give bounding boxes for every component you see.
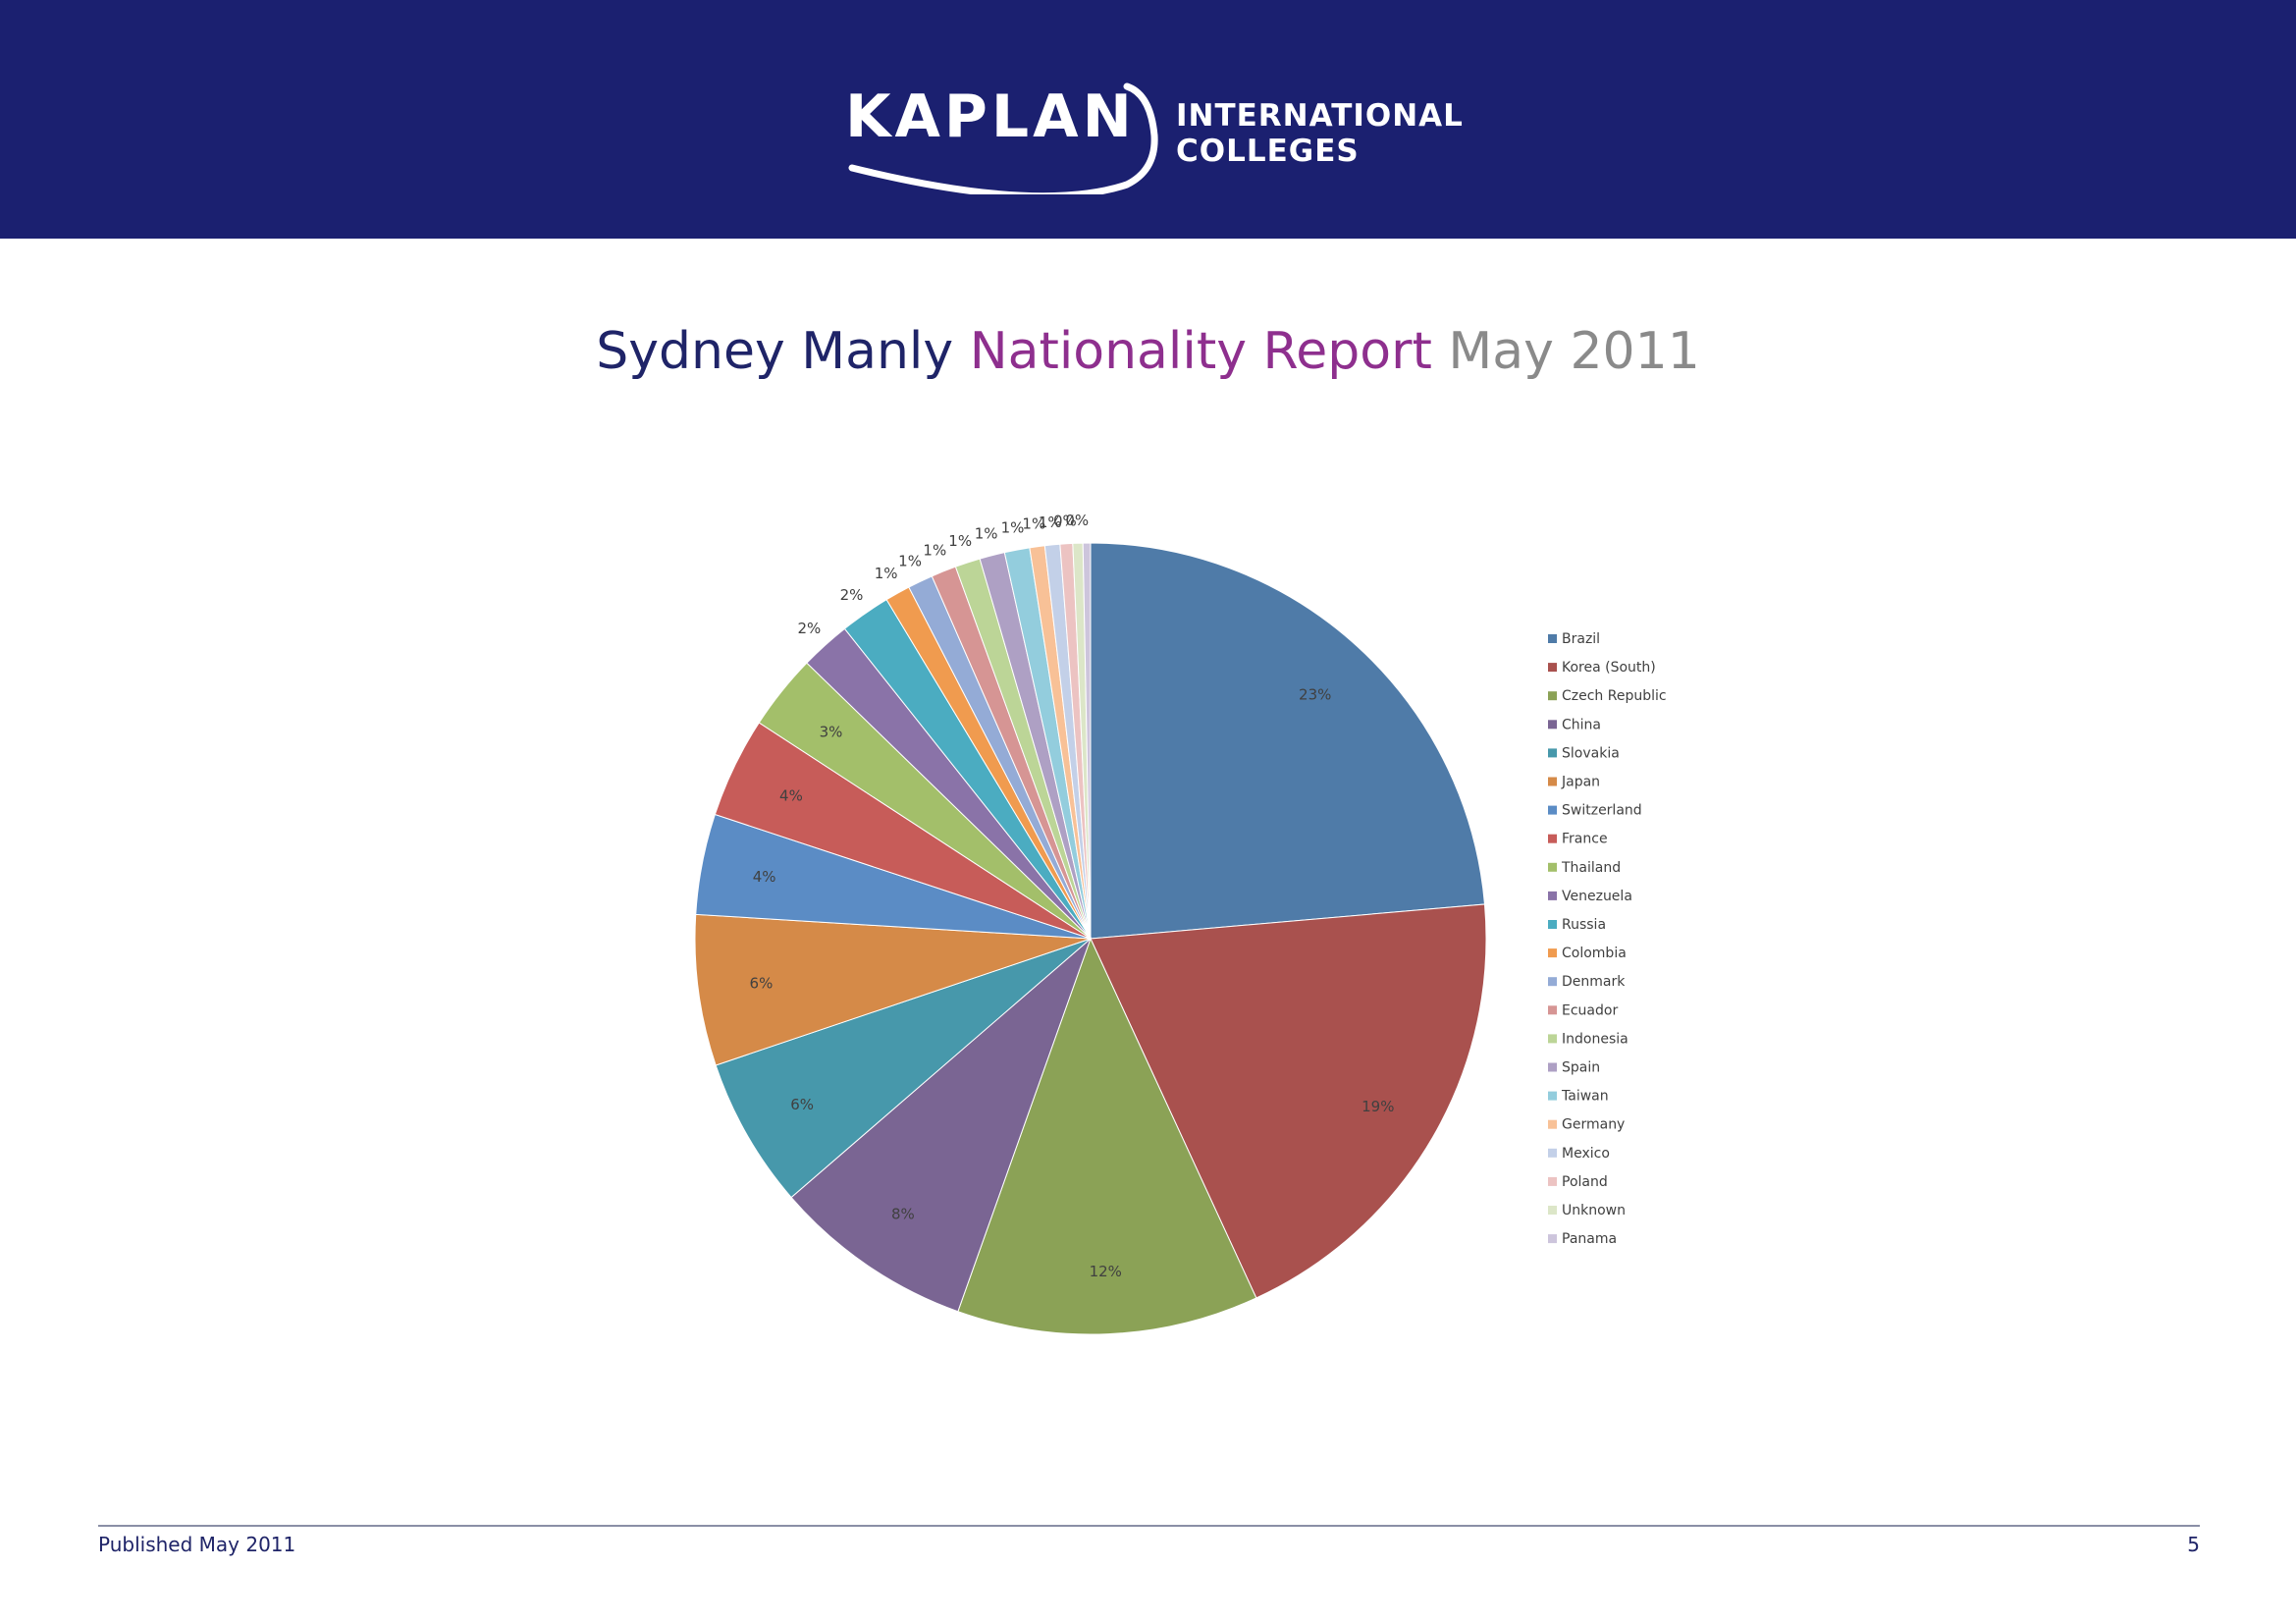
- legend-swatch: [1548, 1234, 1557, 1244]
- legend-label: Mexico: [1562, 1146, 1610, 1162]
- header-banner: KAPLAN INTERNATIONAL COLLEGES: [0, 0, 2296, 239]
- legend-label: Slovakia: [1562, 745, 1620, 761]
- legend-label: Venezuela: [1562, 889, 1632, 904]
- data-label: 4%: [779, 786, 803, 804]
- legend-swatch: [1548, 805, 1557, 815]
- legend-swatch: [1548, 663, 1557, 673]
- legend-label: Panama: [1562, 1231, 1617, 1247]
- logo-subtitle-line2: COLLEGES: [1176, 134, 1360, 169]
- legend-label: Unknown: [1562, 1203, 1626, 1218]
- legend-label: Thailand: [1561, 860, 1621, 876]
- legend-label: Spain: [1562, 1060, 1600, 1076]
- legend-swatch: [1548, 1005, 1557, 1015]
- data-label: 6%: [790, 1096, 814, 1113]
- logo-wordmark: KAPLAN: [845, 82, 1136, 151]
- legend-swatch: [1548, 1176, 1557, 1186]
- legend-swatch: [1548, 977, 1557, 987]
- data-label: 1%: [875, 565, 898, 582]
- data-label: 19%: [1362, 1098, 1394, 1115]
- report-title: Sydney Manly Nationality Report May 2011: [0, 322, 2296, 381]
- pie-slice-panama: [1082, 542, 1092, 940]
- kaplan-logo: KAPLAN INTERNATIONAL COLLEGES: [842, 77, 1470, 194]
- logo-swoosh-icon: [848, 82, 1158, 194]
- legend-swatch: [1548, 1148, 1557, 1158]
- legend-swatch: [1548, 720, 1557, 730]
- data-label: 0%: [1065, 512, 1089, 529]
- data-label: 6%: [750, 975, 774, 993]
- legend-label: Czech Republic: [1562, 688, 1667, 704]
- data-label: 2%: [840, 586, 864, 604]
- legend-swatch: [1548, 1206, 1557, 1215]
- legend-swatch: [1548, 948, 1557, 958]
- data-label: 1%: [898, 552, 922, 569]
- pie-slice-japan: [694, 913, 1092, 1066]
- footer-page-number: 5: [2187, 1533, 2200, 1556]
- data-label: 1%: [1001, 518, 1025, 536]
- data-label: 8%: [891, 1205, 915, 1222]
- legend-label: Ecuador: [1562, 1002, 1618, 1018]
- title-date: May 2011: [1448, 322, 1700, 381]
- legend-label: Russia: [1562, 917, 1606, 933]
- logo-subtitle: INTERNATIONAL COLLEGES: [1176, 98, 1464, 169]
- data-label: 23%: [1299, 685, 1331, 703]
- data-label: 3%: [820, 724, 843, 741]
- data-label: 2%: [798, 620, 822, 637]
- legend-swatch: [1548, 748, 1557, 758]
- legend-swatch: [1548, 1062, 1557, 1072]
- logo-subtitle-line1: INTERNATIONAL: [1176, 98, 1464, 134]
- legend-label: Korea (South): [1562, 660, 1656, 676]
- legend-swatch: [1548, 834, 1557, 843]
- data-label: 1%: [948, 532, 972, 550]
- footer-divider: [98, 1525, 2200, 1527]
- legend-swatch: [1548, 862, 1557, 872]
- legend-label: Japan: [1561, 775, 1600, 790]
- legend-swatch: [1548, 920, 1557, 929]
- legend-label: Switzerland: [1562, 803, 1642, 819]
- legend-label: Denmark: [1562, 974, 1626, 990]
- data-label: 1%: [975, 524, 998, 542]
- data-label: 1%: [1039, 514, 1062, 531]
- data-label: 0%: [1053, 513, 1077, 530]
- data-label: 1%: [1022, 515, 1045, 533]
- legend-swatch: [1548, 1091, 1557, 1101]
- title-location: Sydney Manly: [596, 322, 954, 381]
- data-label: 12%: [1090, 1263, 1122, 1280]
- footer-published: Published May 2011: [98, 1533, 296, 1556]
- legend-swatch: [1548, 691, 1557, 701]
- legend-label: Indonesia: [1562, 1031, 1629, 1047]
- legend-label: France: [1562, 832, 1608, 847]
- legend-swatch: [1548, 1034, 1557, 1044]
- legend-swatch: [1548, 891, 1557, 900]
- legend-label: Brazil: [1562, 631, 1600, 647]
- pie-slice-czech-republic: [957, 937, 1257, 1335]
- legend-label: Germany: [1562, 1117, 1625, 1133]
- legend-swatch: [1548, 1119, 1557, 1129]
- legend-label: Taiwan: [1561, 1089, 1609, 1105]
- legend-swatch: [1548, 634, 1557, 643]
- data-label: 4%: [753, 868, 776, 886]
- data-label: 1%: [923, 541, 946, 559]
- pie-slice-china: [790, 937, 1093, 1313]
- legend-swatch: [1548, 777, 1557, 786]
- pie-slice-slovakia: [715, 938, 1092, 1199]
- pie-slice-korea-south-: [1090, 903, 1487, 1299]
- legend-label: China: [1562, 717, 1601, 732]
- legend-label: Colombia: [1562, 946, 1627, 961]
- pie-slice-brazil: [1090, 542, 1486, 940]
- title-report-name: Nationality Report: [969, 322, 1432, 381]
- legend-label: Poland: [1562, 1174, 1608, 1190]
